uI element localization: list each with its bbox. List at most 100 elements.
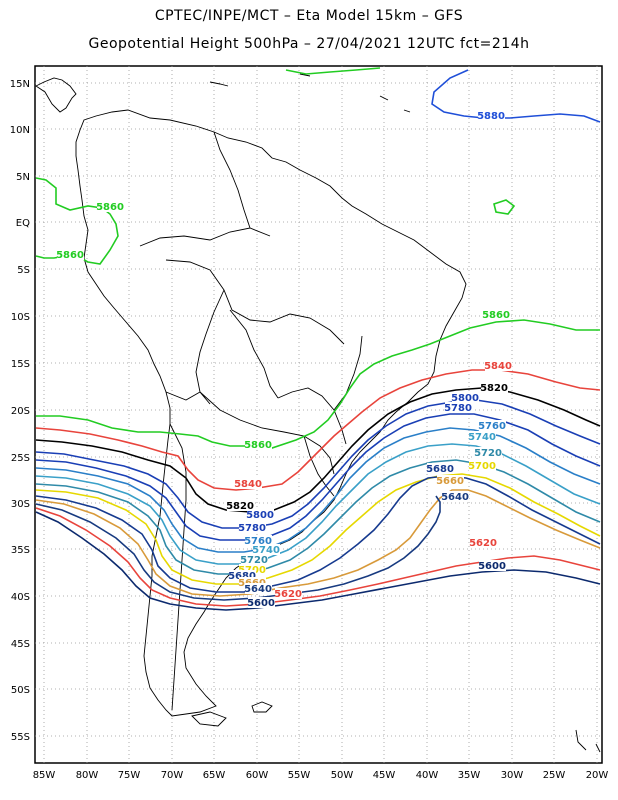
contour-label-5640: 5640 <box>441 492 469 503</box>
contour-5620 <box>35 507 601 607</box>
contour-labels: 5880586058605860586058405840582058205800… <box>56 110 512 609</box>
contour-label-bg <box>469 431 496 442</box>
contour-label-5820: 5820 <box>226 501 254 512</box>
central-america-coast <box>35 77 77 113</box>
contour-label-bg <box>239 564 266 575</box>
contour-label-5740: 5740 <box>468 432 496 443</box>
contour-label-bg <box>57 249 84 260</box>
lon-label: 45W <box>373 770 396 781</box>
contour-label-bg <box>245 583 272 594</box>
lon-label: 75W <box>118 770 141 781</box>
contour-label-bg <box>253 544 280 555</box>
contour-label-5820: 5820 <box>480 383 508 394</box>
lat-label: 10N <box>10 125 30 136</box>
contour-label-5760: 5760 <box>478 421 506 432</box>
contour-5680 <box>35 475 601 593</box>
contour-label-bg <box>239 522 266 533</box>
contour-label-5760: 5760 <box>244 536 272 547</box>
contour-label-bg <box>481 382 508 393</box>
contour-label-bg <box>427 463 454 474</box>
contour-label-5800: 5800 <box>246 510 274 521</box>
contour-label-bg <box>469 460 496 471</box>
contour-label-5600: 5600 <box>478 561 506 572</box>
contour-label-bg <box>485 360 512 371</box>
contour-label-bg <box>245 535 272 546</box>
lat-label: 55S <box>11 732 30 743</box>
contour-label-5680: 5680 <box>426 464 454 475</box>
tierra-del-fuego <box>191 711 227 727</box>
contour-5860-atlantic <box>493 199 516 215</box>
contour-label-bg <box>452 392 479 403</box>
contour-label-bg <box>475 447 502 458</box>
lat-label: 15S <box>11 359 30 370</box>
lat-label: 5S <box>17 265 30 276</box>
contour-label-5800: 5800 <box>451 393 479 404</box>
contour-label-5880: 5880 <box>477 111 505 122</box>
contour-label-5860: 5860 <box>244 440 272 451</box>
lon-label: 35W <box>458 770 481 781</box>
map-subtitle: Geopotential Height 500hPa – 27/04/2021 … <box>88 36 530 52</box>
graticule <box>35 66 602 763</box>
contour-label-5860: 5860 <box>56 250 84 261</box>
falkland-islands <box>251 701 273 713</box>
contour-label-5700: 5700 <box>468 461 496 472</box>
contour-label-bg <box>275 588 302 599</box>
west-africa-coast <box>575 729 601 753</box>
contour-label-5740: 5740 <box>252 545 280 556</box>
contour-label-5640: 5640 <box>244 584 272 595</box>
contour-label-5840: 5840 <box>234 479 262 490</box>
contour-5660 <box>35 489 601 597</box>
longitude-labels: 85W 80W 75W 70W 65W 60W 55W 50W 45W 40W 35W 30W 25W 2… <box>33 770 609 781</box>
contour-label-5620: 5620 <box>274 589 302 600</box>
contour-label-5720: 5720 <box>240 555 268 566</box>
lat-label: 20S <box>11 406 30 417</box>
lon-label: 60W <box>246 770 269 781</box>
lon-label: 25W <box>543 770 566 781</box>
contour-label-bg <box>247 509 274 520</box>
contour-lines <box>35 67 601 611</box>
lon-label: 20W <box>586 770 609 781</box>
lat-label: 10S <box>11 312 30 323</box>
contour-label-bg <box>248 597 275 608</box>
lon-label: 40W <box>416 770 439 781</box>
contour-5860-north <box>285 67 381 75</box>
contour-label-5660: 5660 <box>436 476 464 487</box>
caribbean-islands <box>209 73 411 113</box>
contour-label-bg <box>97 201 124 212</box>
latitude-labels: 15N 10N 5N EQ 5S 10S 15S 20S 25S 30S 35S 40S 45S 50S 5… <box>10 79 30 743</box>
contour-label-bg <box>442 491 469 502</box>
lon-label: 85W <box>33 770 56 781</box>
lat-label: 50S <box>11 685 30 696</box>
contour-label-5780: 5780 <box>238 523 266 534</box>
contour-label-bg <box>478 110 505 121</box>
contour-label-5720: 5720 <box>474 448 502 459</box>
contour-label-5780: 5780 <box>444 403 472 414</box>
contour-label-bg <box>227 500 254 511</box>
lon-label: 80W <box>76 770 99 781</box>
contour-label-bg <box>470 537 497 548</box>
contour-label-5860: 5860 <box>96 202 124 213</box>
map-frame <box>34 65 603 764</box>
contour-5700 <box>35 473 601 585</box>
lon-label: 50W <box>331 770 354 781</box>
contour-label-bg <box>445 402 472 413</box>
lat-label: EQ <box>16 218 30 229</box>
contour-5760 <box>35 427 601 553</box>
lat-label: 5N <box>16 172 30 183</box>
contour-label-bg <box>479 420 506 431</box>
contour-label-5680: 5680 <box>228 571 256 582</box>
contour-5880 <box>431 69 601 123</box>
lon-label: 55W <box>288 770 311 781</box>
lat-label: 45S <box>11 639 30 650</box>
contour-label-bg <box>229 570 256 581</box>
lon-label: 65W <box>203 770 226 781</box>
lat-label: 15N <box>10 79 30 90</box>
contour-5860-main <box>36 319 600 449</box>
contour-label-bg <box>239 577 266 588</box>
contour-label-5840: 5840 <box>484 361 512 372</box>
coastlines <box>35 73 601 753</box>
contour-label-5620: 5620 <box>469 538 497 549</box>
map-title: CPTEC/INPE/MCT – Eta Model 15km – GFS <box>154 8 464 24</box>
contour-label-bg <box>241 554 268 565</box>
